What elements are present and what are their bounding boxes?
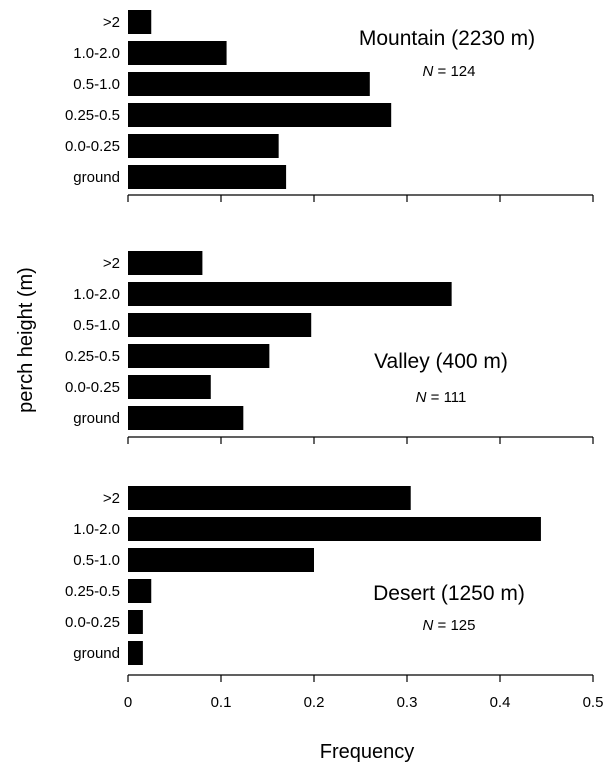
panel-title-1: Valley (400 m) — [374, 350, 508, 373]
bar-1-0 — [128, 251, 203, 275]
x-tick-label-2: 0.2 — [304, 694, 325, 711]
category-label-1-2: 0.5-1.0 — [73, 317, 120, 334]
bar-1-1 — [128, 282, 452, 306]
category-label-1-4: 0.0-0.25 — [65, 379, 120, 396]
bar-1-2 — [128, 313, 312, 337]
x-tick-label-0: 0 — [124, 694, 132, 711]
category-label-2-0: >2 — [103, 490, 120, 507]
category-label-1-0: >2 — [103, 255, 120, 272]
bar-0-2 — [128, 72, 370, 96]
x-tick-label-3: 0.3 — [397, 694, 418, 711]
bar-2-4 — [128, 610, 143, 634]
x-tick-label-5: 0.5 — [583, 694, 604, 711]
x-axis-title: Frequency — [320, 741, 415, 763]
category-label-1-3: 0.25-0.5 — [65, 348, 120, 365]
category-label-0-0: >2 — [103, 14, 120, 31]
bar-0-5 — [128, 165, 287, 189]
panel-0: >2 1.0-2.0 0.5-1.0 0.25-0.5 0.0-0.25 ground Mo… — [65, 10, 594, 202]
bar-2-0 — [128, 486, 411, 510]
bar-1-5 — [128, 406, 244, 430]
category-label-0-3: 0.25-0.5 — [65, 107, 120, 124]
x-tick-label-4: 0.4 — [490, 694, 511, 711]
x-tick-label-1: 0.1 — [211, 694, 232, 711]
category-label-2-3: 0.25-0.5 — [65, 583, 120, 600]
bar-2-3 — [128, 579, 152, 603]
bar-1-4 — [128, 375, 211, 399]
bar-1-3 — [128, 344, 270, 368]
panel-1: >2 1.0-2.0 0.5-1.0 0.25-0.5 0.0-0.25 ground Va… — [65, 251, 594, 444]
sample-size-1: N = 111 — [416, 389, 467, 406]
sample-size-2: N = 125 — [423, 617, 476, 634]
panel-title-0: Mountain (2230 m) — [359, 27, 535, 50]
category-label-1-5: ground — [73, 410, 120, 427]
category-label-2-2: 0.5-1.0 — [73, 552, 120, 569]
y-axis-title: perch height (m) — [15, 267, 37, 413]
category-label-2-5: ground — [73, 645, 120, 662]
sample-size-0: N = 124 — [423, 63, 476, 80]
bar-0-1 — [128, 41, 227, 65]
panels-group: >2 1.0-2.0 0.5-1.0 0.25-0.5 0.0-0.25 ground Mo… — [65, 10, 603, 711]
bar-2-1 — [128, 517, 541, 541]
category-label-2-1: 1.0-2.0 — [73, 521, 120, 538]
panel-title-2: Desert (1250 m) — [373, 582, 525, 605]
bar-2-5 — [128, 641, 143, 665]
bar-0-4 — [128, 134, 279, 158]
category-label-1-1: 1.0-2.0 — [73, 286, 120, 303]
bar-0-0 — [128, 10, 152, 34]
panel-2: >2 1.0-2.0 0.5-1.0 0.25-0.5 0.0-0.25 ground De… — [65, 486, 594, 682]
bar-0-3 — [128, 103, 392, 127]
category-label-0-5: ground — [73, 169, 120, 186]
bar-2-2 — [128, 548, 314, 572]
category-label-0-2: 0.5-1.0 — [73, 76, 120, 93]
category-label-0-1: 1.0-2.0 — [73, 45, 120, 62]
category-label-2-4: 0.0-0.25 — [65, 614, 120, 631]
category-label-0-4: 0.0-0.25 — [65, 138, 120, 155]
